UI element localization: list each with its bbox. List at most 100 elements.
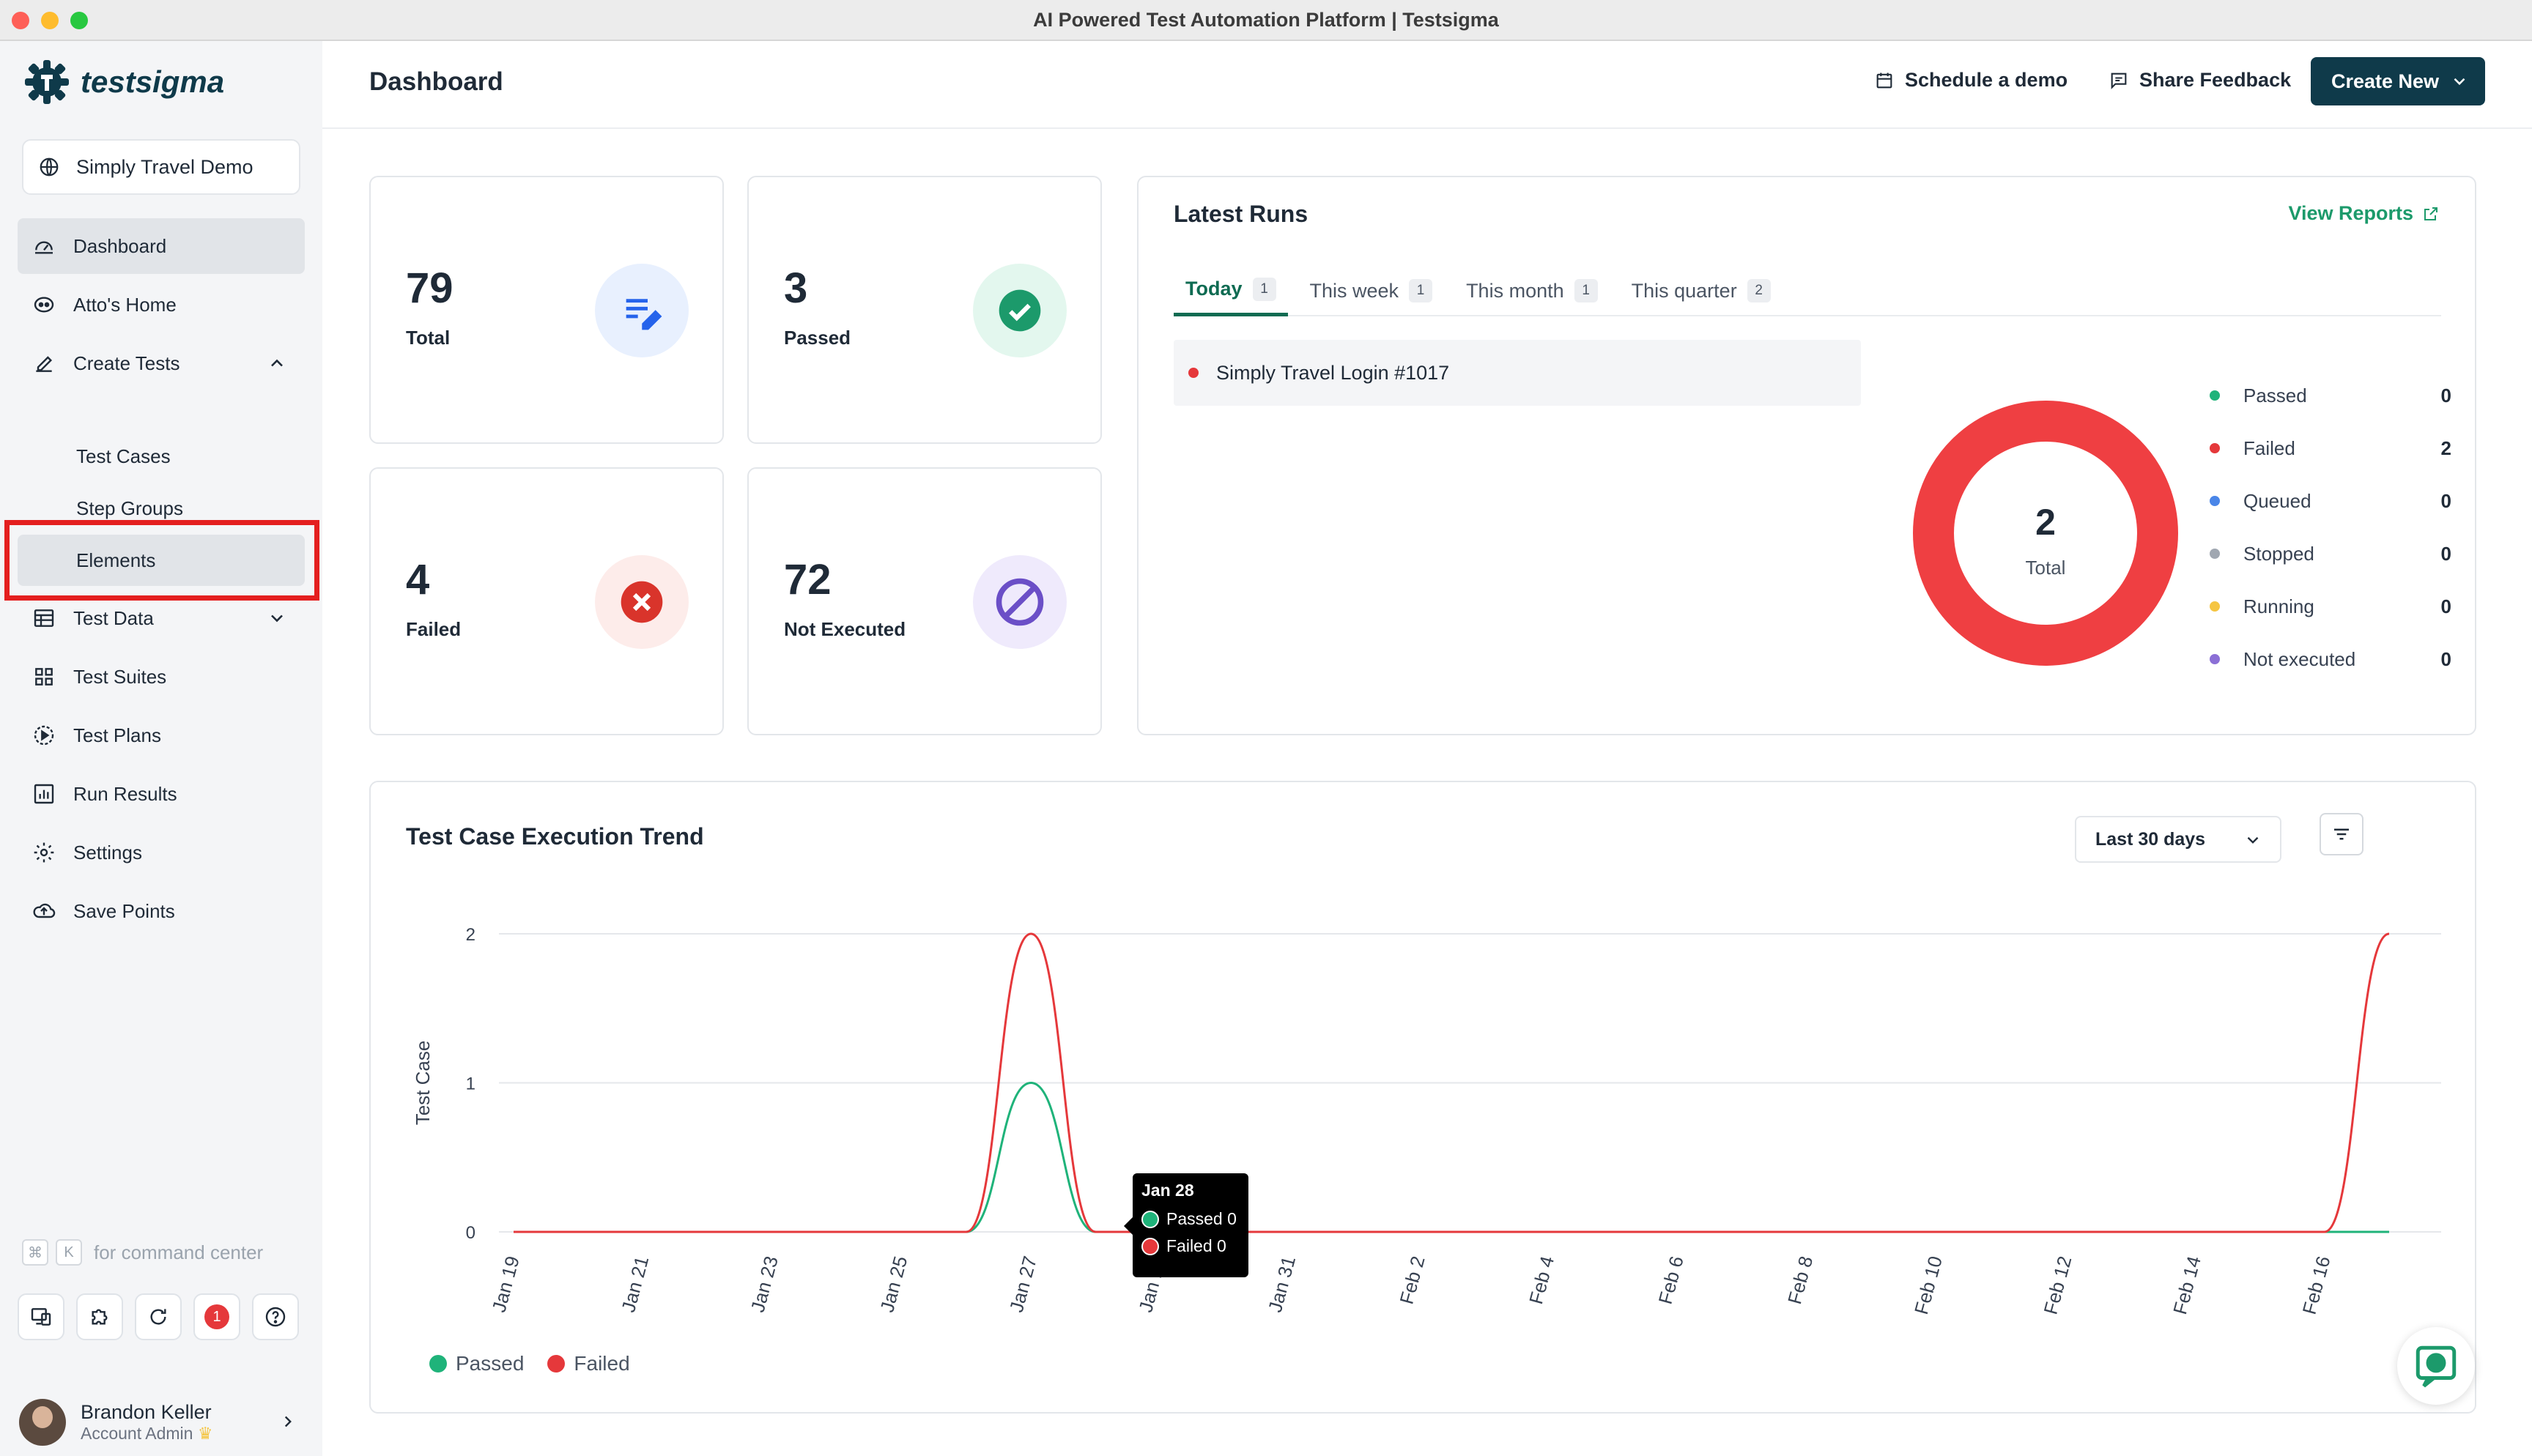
legend-item-passed[interactable]: Passed — [429, 1352, 524, 1375]
tab-this-week[interactable]: This week 1 — [1298, 265, 1445, 316]
donut-total-value: 2 — [2035, 502, 2056, 543]
grid-icon — [35, 668, 53, 686]
sidebar-item-label: Test Suites — [73, 665, 167, 688]
project-selector[interactable]: Simply Travel Demo — [22, 139, 300, 195]
trend-line-chart: 0 1 2 Test Case Jan 19 Jan 21 Jan 23 Jan 25 Jan … — [412, 925, 2441, 1317]
schedule-demo-button[interactable]: Schedule a demo — [1874, 69, 2068, 92]
page-title: Dashboard — [369, 67, 503, 96]
filter-button[interactable] — [2320, 813, 2363, 855]
create-new-label: Create New — [2331, 70, 2440, 92]
tab-this-quarter[interactable]: This quarter 2 — [1620, 265, 1783, 316]
sidebar-toolbar: 1 — [18, 1293, 311, 1340]
run-list-item[interactable]: Simply Travel Login #1017 — [1174, 340, 1861, 406]
sidebar-item-label: Save Points — [73, 899, 175, 922]
screen-device-button[interactable] — [18, 1293, 64, 1340]
legend-item-failed[interactable]: Failed — [547, 1352, 630, 1375]
sidebar-item-save-points[interactable]: Save Points — [18, 883, 305, 939]
x-tick-label: Jan 19 — [488, 1254, 524, 1315]
x-tick-label: Feb 4 — [1525, 1254, 1558, 1307]
create-new-button[interactable]: Create New — [2311, 57, 2485, 105]
sidebar-item-create-tests[interactable]: Create Tests — [18, 335, 305, 391]
sidebar-item-label: Create Tests — [73, 352, 180, 374]
tooltip-failed-row: Failed 0 — [1141, 1236, 1240, 1256]
date-range-select[interactable]: Last 30 days — [2075, 816, 2281, 863]
chat-bot-icon — [2416, 1345, 2457, 1388]
view-reports-link[interactable]: View Reports — [2288, 202, 2440, 225]
sidebar-item-label: Settings — [73, 841, 142, 863]
tab-count: 1 — [1409, 279, 1433, 302]
user-role: Account Admin ♛ — [81, 1424, 213, 1443]
puzzle-button[interactable] — [76, 1293, 123, 1340]
sidebar-item-settings[interactable]: Settings — [18, 825, 305, 880]
chevron-down-icon[interactable] — [267, 608, 287, 628]
runs-tabs: Today 1 This week 1 This month 1 This quart… — [1174, 265, 2441, 316]
sidebar-item-test-suites[interactable]: Test Suites — [18, 649, 305, 705]
tab-count: 2 — [1747, 279, 1771, 302]
sidebar-subitem-test-cases[interactable]: Test Cases — [76, 445, 171, 467]
command-center-text: for command center — [94, 1241, 264, 1263]
sync-button[interactable] — [135, 1293, 182, 1340]
close-window-button[interactable] — [12, 12, 29, 29]
failed-status-dot — [1188, 368, 1199, 378]
donut-total-label: Total — [2026, 557, 2066, 579]
sidebar-subitem-step-groups[interactable]: Step Groups — [76, 497, 183, 519]
series-line-passed — [513, 1081, 2389, 1233]
legend-dot — [2210, 390, 2220, 401]
sidebar-item-test-data[interactable]: Test Data — [18, 590, 305, 646]
tab-count: 1 — [1252, 277, 1276, 301]
stat-card-failed[interactable]: 4 Failed — [369, 467, 724, 735]
minimize-window-button[interactable] — [41, 12, 59, 29]
window-title: AI Powered Test Automation Platform | Te… — [1033, 9, 1499, 31]
sidebar-item-attos-home[interactable]: Atto's Home — [18, 277, 305, 333]
gauge-icon — [35, 241, 53, 254]
stat-card-total[interactable]: 79 Total — [369, 176, 724, 444]
y-tick-label: 2 — [466, 925, 475, 945]
stat-icon-bg — [973, 555, 1067, 649]
brand-name: testsigma — [81, 64, 225, 99]
stat-label: Total — [406, 327, 451, 349]
share-feedback-button[interactable]: Share Feedback — [2109, 69, 2291, 92]
x-tick-label: Feb 16 — [2298, 1254, 2335, 1317]
sidebar-item-test-plans[interactable]: Test Plans — [18, 707, 305, 763]
sidebar-subitem-elements[interactable]: Elements — [18, 535, 305, 586]
tooltip-passed-row: Passed 0 — [1141, 1209, 1240, 1229]
x-tick-label: Jan 27 — [1005, 1254, 1041, 1315]
y-tick-label: 0 — [466, 1223, 475, 1243]
sidebar-item-dashboard[interactable]: Dashboard — [18, 218, 305, 274]
legend-dot — [2210, 654, 2220, 664]
chevron-down-icon — [2454, 78, 2465, 86]
x-circle-icon — [621, 581, 663, 623]
stat-card-passed[interactable]: 3 Passed — [747, 176, 1102, 444]
sidebar-item-run-results[interactable]: Run Results — [18, 766, 305, 822]
stat-value: 72 — [784, 556, 832, 603]
legend-not-executed: Not executed 0 — [2210, 633, 2451, 686]
user-profile[interactable]: Brandon Keller Account Admin ♛ — [19, 1396, 305, 1449]
sidebar-item-label: Atto's Home — [73, 293, 177, 316]
x-tick-label: Jan 31 — [1264, 1254, 1300, 1315]
notifications-button[interactable]: 1 — [193, 1293, 240, 1340]
legend-dot — [429, 1355, 447, 1373]
logo[interactable]: testsigma — [23, 53, 224, 111]
command-center-hint[interactable]: ⌘ K for command center — [22, 1239, 263, 1266]
help-button[interactable] — [252, 1293, 299, 1340]
stat-card-not-executed[interactable]: 72 Not Executed — [747, 467, 1102, 735]
stat-label: Passed — [784, 327, 851, 349]
stat-icon-bg — [595, 555, 689, 649]
help-icon — [265, 1307, 286, 1327]
run-name: Simply Travel Login #1017 — [1216, 361, 1450, 384]
legend-passed: Passed 0 — [2210, 369, 2451, 422]
maximize-window-button[interactable] — [70, 12, 88, 29]
runs-donut-chart: 2 Total — [1913, 401, 2178, 666]
sidebar-item-label: Dashboard — [73, 234, 167, 257]
tab-today[interactable]: Today 1 — [1174, 265, 1288, 316]
atto-icon — [34, 297, 54, 313]
execution-trend-panel: Test Case Execution Trend Last 30 days 0… — [369, 781, 2476, 1414]
legend-dot — [547, 1355, 566, 1373]
legend-dot — [2210, 496, 2220, 506]
stat-icon-bg — [595, 264, 689, 357]
pencil-icon — [36, 356, 53, 372]
tab-count: 1 — [1574, 279, 1598, 302]
chevron-up-icon[interactable] — [267, 353, 287, 374]
tab-this-month[interactable]: This month 1 — [1454, 265, 1610, 316]
chat-assistant-button[interactable] — [2397, 1327, 2475, 1405]
